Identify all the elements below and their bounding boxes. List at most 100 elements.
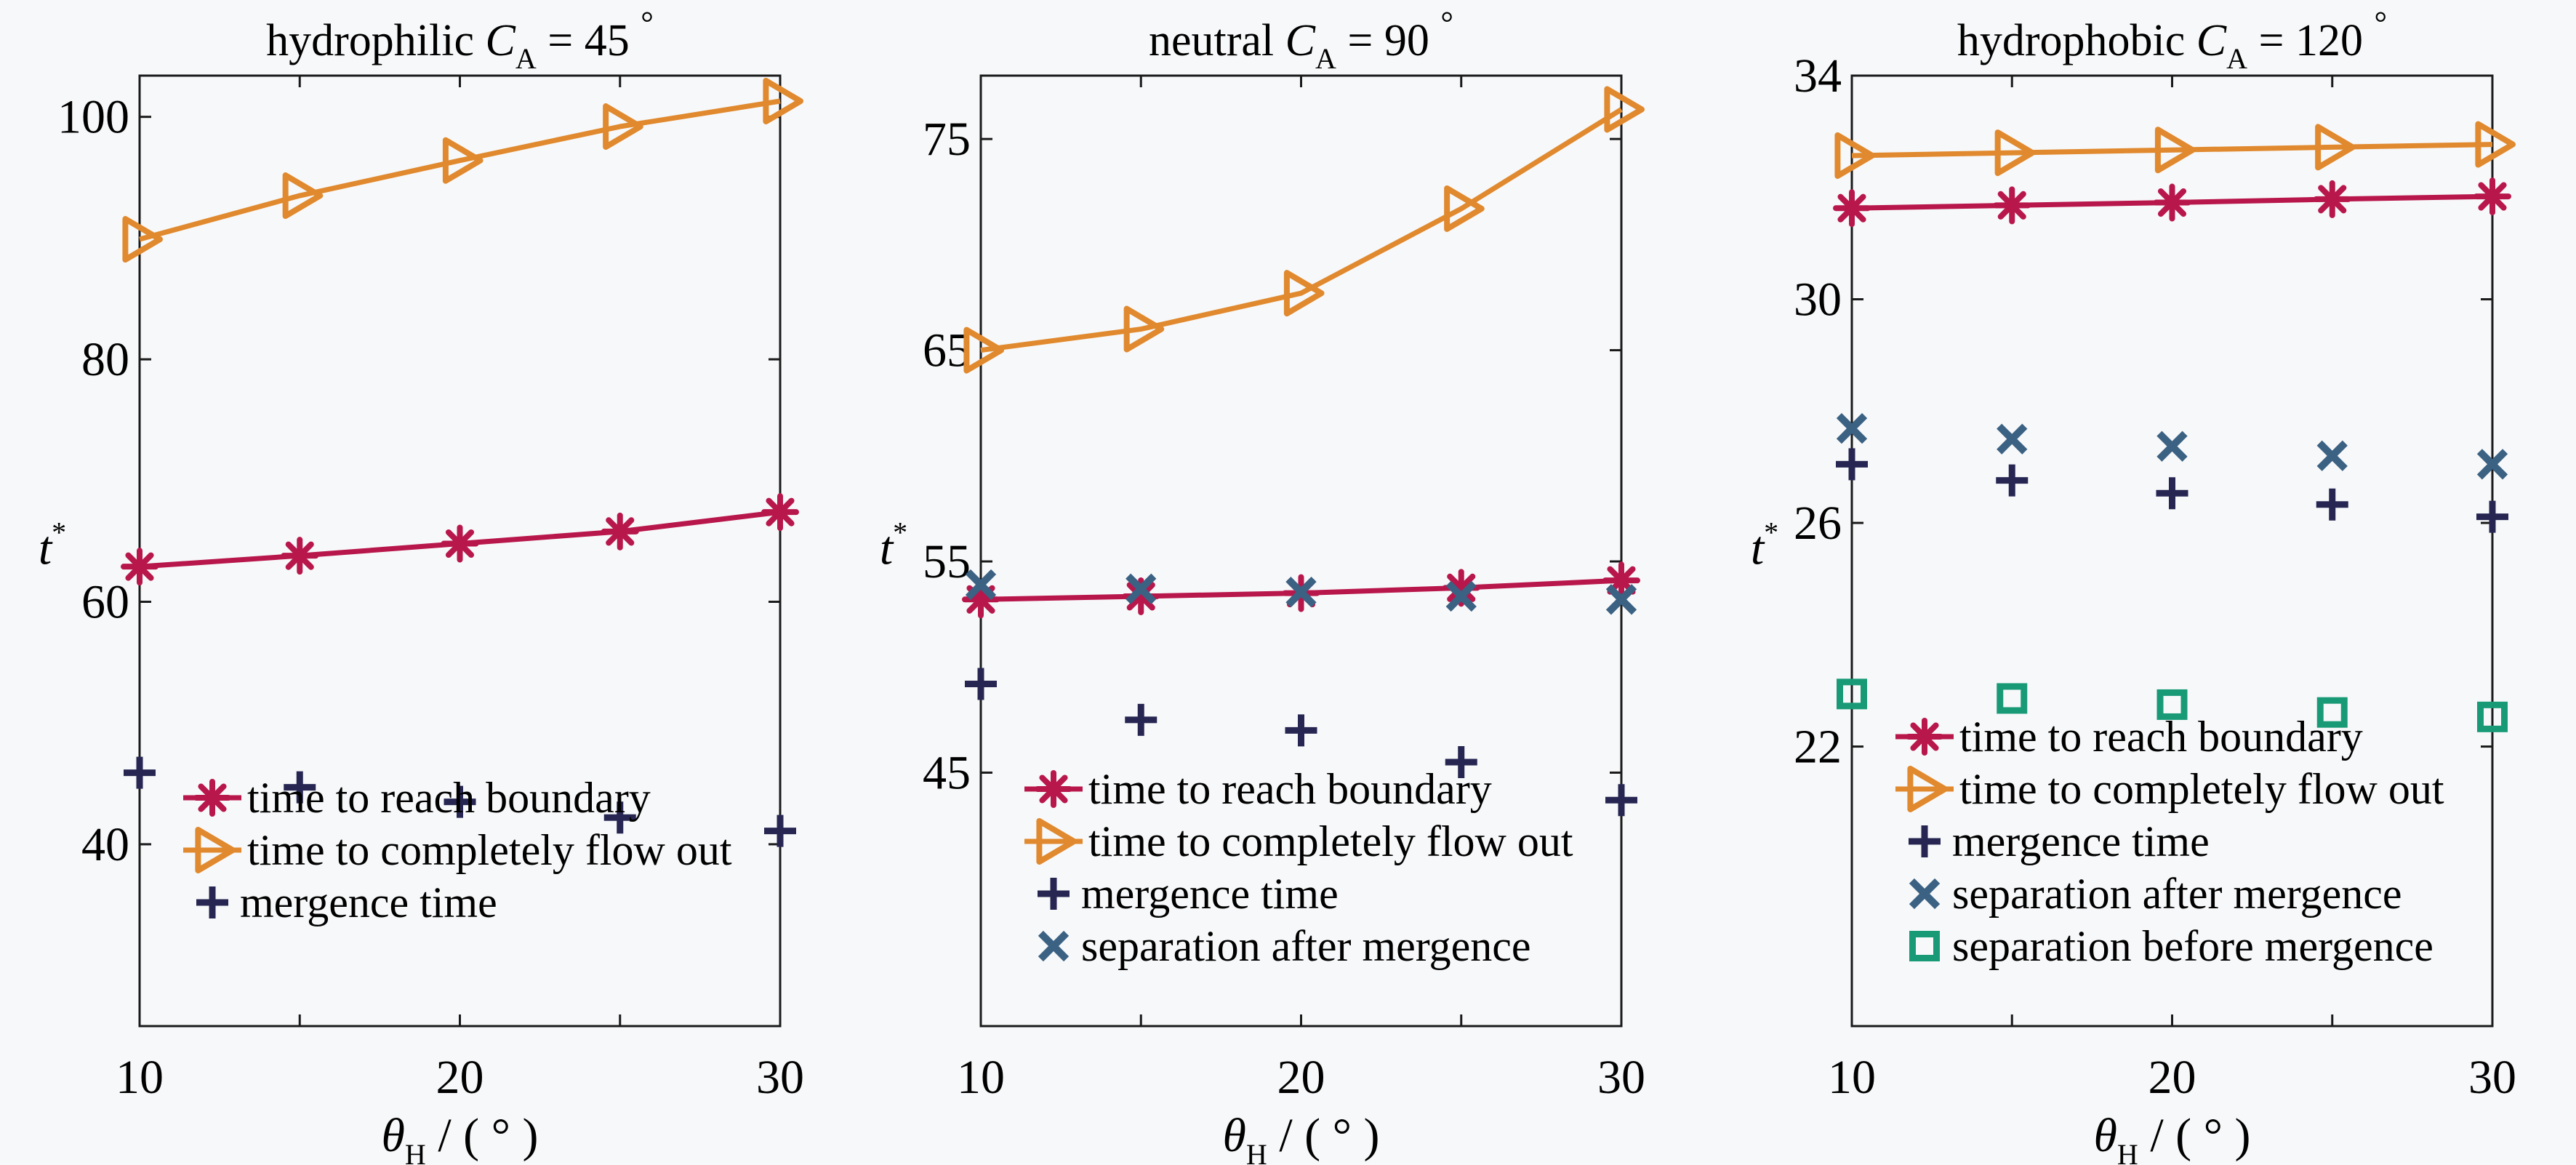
data-point <box>763 78 803 125</box>
series-reach_boundary <box>1833 177 2511 228</box>
x-tick-label: 20 <box>436 1051 484 1104</box>
x-tick-label: 30 <box>2468 1051 2516 1104</box>
data-point <box>2476 449 2508 480</box>
series-flow_out <box>1834 121 2516 179</box>
y-tick-label: 55 <box>923 535 971 588</box>
y-tick-label: 45 <box>923 746 971 799</box>
data-point <box>1996 464 2029 497</box>
series-line <box>980 107 1623 353</box>
data-point <box>761 493 799 532</box>
legend-label: time to completely flow out <box>1088 817 1573 865</box>
y-tick-label: 34 <box>1794 49 1842 103</box>
data-point <box>2154 127 2196 174</box>
data-point <box>2316 697 2348 728</box>
y-tick-label: 75 <box>923 113 971 166</box>
data-point <box>282 172 324 220</box>
data-point <box>1837 678 1867 710</box>
series-separation_before <box>1837 678 2508 732</box>
data-point <box>124 756 156 789</box>
legend-item: separation after mergence <box>1909 870 2402 918</box>
legend-label: time to reach boundary <box>1088 765 1492 813</box>
chart-panel-2: 10 20 30 45 55 65 75 neutral CA = 90 ° t* θH / ( … <box>880 5 1645 1165</box>
y-tick-label: 30 <box>1794 273 1842 327</box>
x-axis-label: θH / ( ° ) <box>382 1109 539 1165</box>
series-line <box>1851 142 2493 159</box>
y-tick-label: 65 <box>923 324 971 377</box>
y-tick-label: 40 <box>81 818 129 871</box>
data-point <box>2476 500 2508 533</box>
data-point <box>1126 573 1157 604</box>
data-point <box>284 771 316 804</box>
legend-marker <box>193 779 231 817</box>
legend-marker <box>1909 825 1941 857</box>
data-point <box>2477 701 2508 732</box>
legend-item: time to reach boundary <box>183 774 651 822</box>
x-tick-label: 30 <box>1597 1051 1645 1104</box>
legend-label: mergence time <box>240 878 497 926</box>
legend-marker <box>1909 931 1940 961</box>
x-tick-label: 20 <box>1277 1051 1325 1104</box>
data-point <box>963 327 1004 374</box>
data-point <box>2153 183 2191 222</box>
x-tick-label: 20 <box>2148 1051 2196 1104</box>
data-point <box>121 548 159 586</box>
data-point <box>1123 305 1165 353</box>
legend-item: time to reach boundary <box>1895 713 2363 761</box>
legend-item: mergence time <box>196 878 497 926</box>
y-axis-label: t* <box>1751 516 1778 575</box>
x-tick-label: 10 <box>116 1051 164 1104</box>
data-point <box>1834 132 1875 179</box>
data-point <box>2156 431 2188 462</box>
data-point <box>122 216 163 263</box>
data-point <box>2156 689 2188 720</box>
data-point <box>1833 189 1871 228</box>
legend-item: time to reach boundary <box>1024 765 1492 813</box>
data-point <box>1994 129 2036 177</box>
data-point <box>1836 412 1868 444</box>
legend-marker <box>1035 770 1072 808</box>
legend-item: time to completely flow out <box>1024 817 1573 865</box>
chart-panel-1: 10 20 30 40 60 80 100 hydrophilic CA = 45 ° t* θH… <box>39 5 804 1165</box>
legend-marker <box>196 886 228 918</box>
chart-panel-3: 10 20 30 22 26 30 34 hydrophobic CA = 120 ° t* θH… <box>1751 5 2516 1165</box>
data-point <box>444 785 476 818</box>
legend-label: time to reach boundary <box>1959 713 2363 761</box>
data-point <box>1445 745 1477 778</box>
data-point <box>603 103 643 151</box>
data-point <box>1997 683 2028 714</box>
data-point <box>603 801 636 834</box>
data-point <box>1604 86 1645 133</box>
data-point <box>965 668 997 700</box>
series-line <box>139 98 781 242</box>
legend-label: separation before mergence <box>1952 922 2433 970</box>
data-point <box>2316 488 2348 521</box>
legend-label: time to completely flow out <box>247 826 732 874</box>
data-point <box>1993 186 2031 225</box>
data-point <box>2156 477 2188 510</box>
data-point <box>601 512 639 551</box>
data-point <box>2315 124 2356 171</box>
data-point <box>1285 577 1317 608</box>
y-tick-label: 60 <box>81 576 129 629</box>
legend-marker <box>1036 818 1077 865</box>
series-flow_out <box>122 78 803 263</box>
x-axis-label: θH / ( ° ) <box>2094 1109 2251 1165</box>
legend-marker <box>195 827 236 873</box>
data-point <box>2316 440 2348 471</box>
data-point <box>281 537 319 575</box>
data-point <box>1605 784 1637 817</box>
data-point <box>1444 185 1485 232</box>
legend-label: separation after mergence <box>1081 922 1531 970</box>
data-point <box>441 524 479 563</box>
y-tick-label: 100 <box>57 91 129 144</box>
data-point <box>1125 703 1157 736</box>
legend-item: mergence time <box>1909 817 2210 865</box>
data-point <box>965 569 997 601</box>
legend-label: separation after mergence <box>1952 870 2402 918</box>
legend-item: time to completely flow out <box>183 826 732 874</box>
y-axis-label: t* <box>880 516 907 575</box>
chart-title: hydrophobic CA = 120 ° <box>1957 5 2387 75</box>
legend-marker <box>1906 718 1943 756</box>
